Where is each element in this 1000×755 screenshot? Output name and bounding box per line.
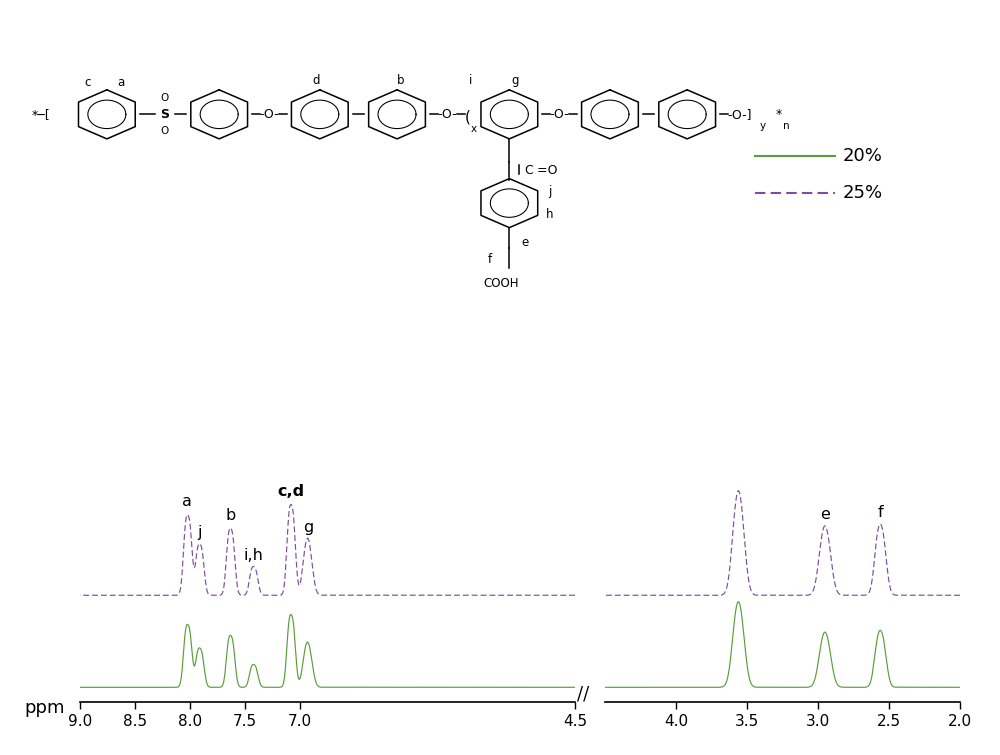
Text: (: ( bbox=[465, 109, 471, 125]
Text: i,h: i,h bbox=[244, 548, 264, 563]
Text: d: d bbox=[312, 74, 320, 87]
Text: c,d: c,d bbox=[278, 484, 305, 498]
Text: -O-: -O- bbox=[437, 108, 457, 121]
Text: O: O bbox=[160, 125, 169, 136]
Text: e: e bbox=[521, 236, 529, 248]
Text: f: f bbox=[878, 505, 883, 520]
Text: -O-]: -O-] bbox=[728, 108, 752, 121]
Text: n: n bbox=[783, 121, 790, 131]
Text: C: C bbox=[524, 165, 533, 177]
Text: a: a bbox=[117, 76, 125, 89]
Text: j: j bbox=[198, 525, 202, 540]
Text: b: b bbox=[397, 74, 405, 87]
Text: g: g bbox=[512, 74, 519, 87]
Text: 25%: 25% bbox=[843, 183, 883, 202]
Text: x: x bbox=[471, 124, 477, 134]
Text: -O-: -O- bbox=[259, 108, 279, 121]
Text: j: j bbox=[548, 185, 552, 198]
Text: //: // bbox=[577, 686, 589, 704]
Text: i: i bbox=[469, 74, 472, 87]
Text: g: g bbox=[303, 519, 313, 535]
Text: *─[: *─[ bbox=[31, 108, 50, 121]
Text: a: a bbox=[182, 494, 192, 509]
Text: c: c bbox=[84, 76, 91, 89]
Text: -O-: -O- bbox=[549, 108, 569, 121]
Text: f: f bbox=[488, 253, 492, 267]
Text: ppm: ppm bbox=[25, 699, 65, 717]
Text: h: h bbox=[546, 208, 554, 221]
Text: O: O bbox=[160, 93, 169, 103]
Text: =O: =O bbox=[529, 165, 557, 177]
Text: e: e bbox=[820, 507, 830, 522]
Text: *: * bbox=[776, 108, 782, 121]
Text: y: y bbox=[760, 121, 766, 131]
Text: S: S bbox=[160, 108, 169, 121]
Text: b: b bbox=[226, 508, 236, 523]
Text: COOH: COOH bbox=[484, 276, 519, 290]
Text: 20%: 20% bbox=[843, 147, 883, 165]
